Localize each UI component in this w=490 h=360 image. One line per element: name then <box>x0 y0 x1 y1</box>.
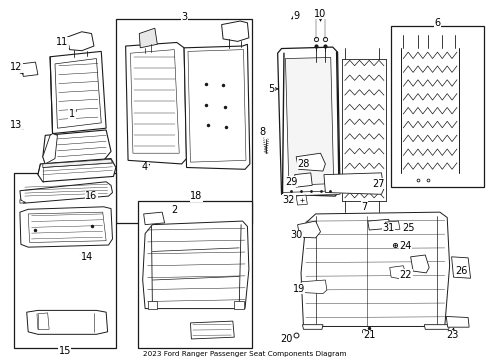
Polygon shape <box>296 195 307 205</box>
Polygon shape <box>37 313 49 329</box>
Polygon shape <box>55 59 101 128</box>
Text: 18: 18 <box>190 191 202 201</box>
Polygon shape <box>188 50 246 162</box>
Text: 6: 6 <box>435 18 441 28</box>
Polygon shape <box>20 207 113 247</box>
Polygon shape <box>143 221 249 309</box>
Polygon shape <box>234 301 244 309</box>
Polygon shape <box>324 173 384 194</box>
Text: 20: 20 <box>280 334 293 344</box>
Polygon shape <box>286 58 334 185</box>
Text: 32: 32 <box>283 195 295 204</box>
Polygon shape <box>301 280 327 294</box>
Text: 31: 31 <box>383 223 395 233</box>
Polygon shape <box>28 212 106 243</box>
Polygon shape <box>368 219 390 230</box>
Polygon shape <box>446 316 469 327</box>
Text: 15: 15 <box>58 346 71 356</box>
Polygon shape <box>20 182 113 203</box>
Text: 29: 29 <box>285 177 297 187</box>
Text: 3: 3 <box>181 13 187 22</box>
Polygon shape <box>27 310 108 334</box>
Polygon shape <box>43 130 111 164</box>
Polygon shape <box>424 325 450 329</box>
Text: 28: 28 <box>297 159 310 169</box>
Polygon shape <box>411 255 429 273</box>
Polygon shape <box>282 191 340 196</box>
Text: 12: 12 <box>10 63 22 72</box>
Polygon shape <box>452 257 470 278</box>
Text: 7: 7 <box>361 202 368 212</box>
Polygon shape <box>21 62 38 76</box>
Polygon shape <box>296 153 325 171</box>
Bar <box>138 202 252 348</box>
Text: 8: 8 <box>259 127 265 137</box>
Polygon shape <box>20 200 26 203</box>
Text: 14: 14 <box>80 252 93 262</box>
Polygon shape <box>184 44 250 169</box>
Text: 2: 2 <box>171 205 177 215</box>
Text: 6: 6 <box>435 18 441 28</box>
Text: 23: 23 <box>446 330 458 341</box>
Text: 26: 26 <box>456 266 468 276</box>
Text: 18: 18 <box>190 191 202 201</box>
Polygon shape <box>221 21 249 41</box>
Text: 27: 27 <box>373 179 385 189</box>
Text: 17: 17 <box>400 270 412 280</box>
Text: 11: 11 <box>56 37 69 48</box>
Text: 19: 19 <box>293 284 305 294</box>
Text: 24: 24 <box>400 241 412 251</box>
Bar <box>116 19 252 223</box>
Text: 21: 21 <box>363 330 375 341</box>
Polygon shape <box>130 50 179 153</box>
Text: 5: 5 <box>269 84 275 94</box>
Polygon shape <box>43 159 113 167</box>
Polygon shape <box>385 221 400 230</box>
Text: 10: 10 <box>315 9 327 19</box>
Polygon shape <box>139 28 157 48</box>
Polygon shape <box>297 221 320 238</box>
Bar <box>14 173 116 348</box>
Polygon shape <box>50 51 106 134</box>
Text: 30: 30 <box>290 230 302 240</box>
Bar <box>391 26 484 187</box>
Polygon shape <box>302 325 323 329</box>
Text: 22: 22 <box>399 270 412 280</box>
Text: 9: 9 <box>293 11 299 21</box>
Polygon shape <box>191 321 234 339</box>
Text: 4: 4 <box>142 162 148 172</box>
Text: 16: 16 <box>85 191 98 201</box>
Text: 1: 1 <box>69 109 75 119</box>
Text: 13: 13 <box>10 120 22 130</box>
Polygon shape <box>144 212 165 225</box>
Polygon shape <box>390 266 406 279</box>
Polygon shape <box>301 212 450 327</box>
Polygon shape <box>125 42 187 164</box>
Text: 25: 25 <box>402 223 415 233</box>
Text: 15: 15 <box>58 346 71 356</box>
Polygon shape <box>67 32 94 51</box>
Polygon shape <box>38 158 116 182</box>
Text: 3: 3 <box>181 13 187 22</box>
Polygon shape <box>294 173 312 187</box>
Polygon shape <box>43 134 57 164</box>
Polygon shape <box>278 47 340 196</box>
Text: 2023 Ford Ranger Passenger Seat Components Diagram: 2023 Ford Ranger Passenger Seat Componen… <box>143 351 347 357</box>
Polygon shape <box>147 301 157 309</box>
